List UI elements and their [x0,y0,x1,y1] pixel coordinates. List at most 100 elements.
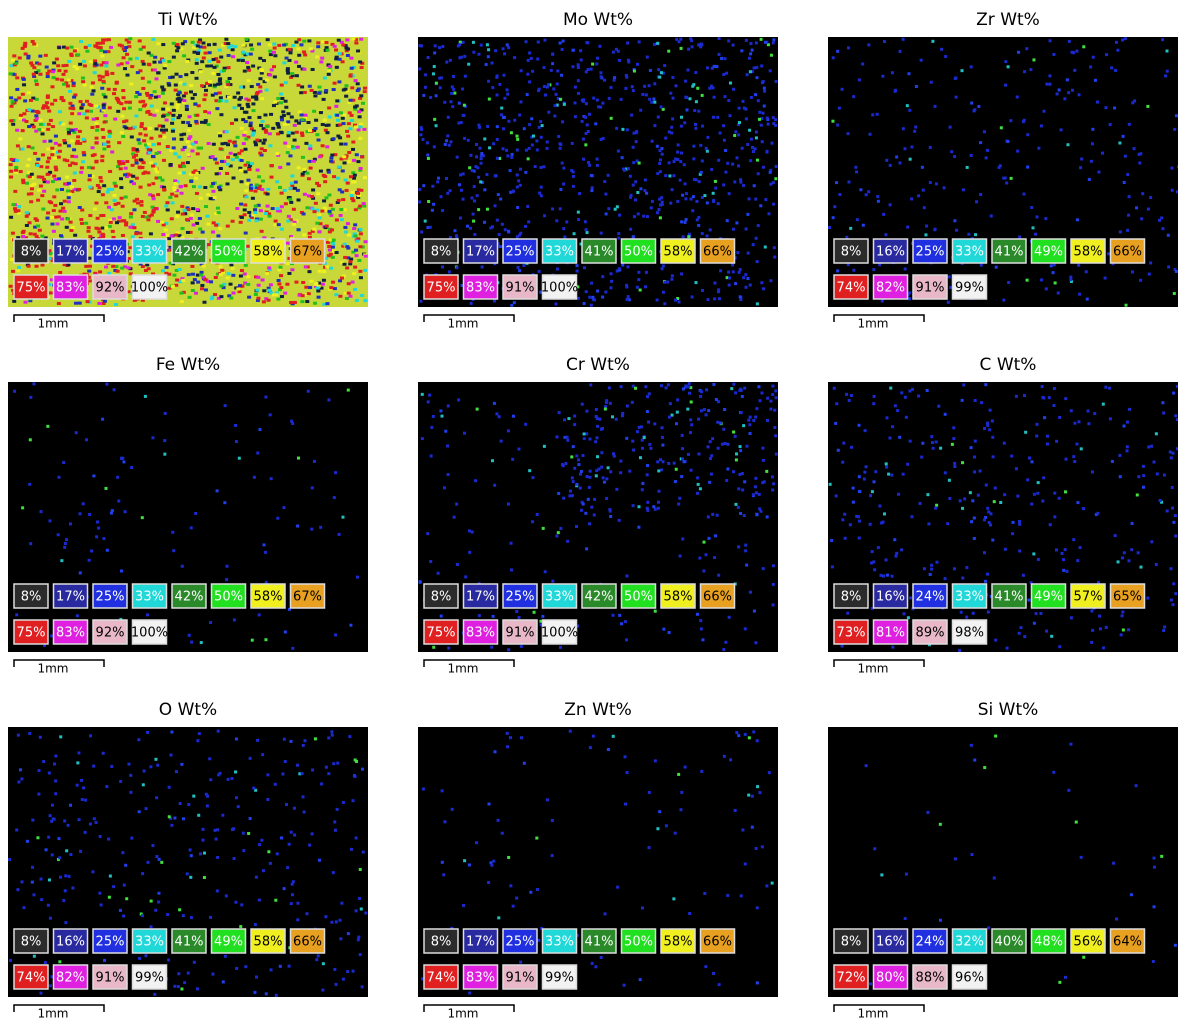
map-pixel [322,98,326,101]
map-pixel [332,137,336,140]
map-pixel [538,126,541,129]
map-pixel [1015,395,1018,398]
map-pixel [239,86,243,89]
map-pixel [737,487,740,490]
map-pixel [276,517,279,520]
map-pixel [158,176,162,179]
map-pixel [251,102,255,105]
map-pixel [1017,51,1020,54]
map-pixel [44,961,47,964]
map-pixel [446,134,449,137]
map-pixel [601,427,604,430]
map-pixel [180,300,184,303]
map-pixel [962,383,965,386]
map-pixel [229,283,233,286]
map-pixel [437,177,440,180]
map-pixel [480,157,483,160]
map-pixel [100,54,104,57]
map-pixel [351,191,355,194]
map-pixel [891,71,894,74]
map-pixel [339,919,342,922]
map-pixel [331,208,335,211]
map-pixel [1070,616,1073,619]
map-pixel [1107,252,1110,255]
map-pixel [52,209,56,212]
map-pixel [317,139,321,142]
map-pixel [310,528,313,531]
map-pixel [1118,142,1121,145]
map-pixel [101,38,105,41]
map-pixel [151,38,155,41]
map-pixel [224,100,228,103]
map-pixel [1035,434,1038,437]
map-pixel [894,90,897,93]
map-pixel [262,59,266,62]
map-pixel [234,424,237,427]
map-pixel [88,178,92,181]
map-pixel [706,298,709,301]
map-pixel [83,83,87,86]
map-pixel [52,76,56,79]
map-pixel [95,535,98,538]
map-pixel [591,186,594,189]
map-pixel [349,57,353,60]
map-pixel [75,431,78,434]
map-pixel [546,147,549,150]
map-pixel [1069,276,1072,279]
map-pixel [10,158,14,161]
map-pixel [904,267,907,270]
map-pixel [184,92,188,95]
map-pixel [1029,68,1032,71]
map-pixel [547,83,550,86]
map-pixel [580,470,583,473]
map-pixel [701,125,704,128]
map-pixel [745,286,748,289]
map-pixel [65,47,69,50]
map-pixel [891,425,894,428]
map-pixel [179,133,183,136]
map-pixel [183,209,187,212]
map-pixel [130,466,133,469]
scale-label: 1mm [37,1007,68,1021]
map-pixel [722,183,725,186]
map-pixel [995,266,998,269]
map-pixel [350,86,354,89]
map-pixel [166,208,170,211]
map-pixel [560,74,563,77]
map-pixel [940,48,943,51]
map-pixel [119,186,123,189]
map-pixel [195,222,199,225]
map-pixel [190,214,194,217]
map-pixel [656,298,659,301]
map-pixel [247,99,251,102]
map-pixel [97,75,101,78]
map-pixel [710,454,713,457]
map-pixel [734,809,737,812]
map-pixel [939,447,942,450]
map-pixel [441,415,444,418]
map-pixel [349,175,353,178]
map-pixel [163,64,167,67]
map-pixel [583,302,586,305]
map-pixel [761,140,764,143]
map-pixel [917,194,920,197]
map-pixel [477,176,480,179]
map-pixel [746,277,749,280]
map-pixel [138,39,142,42]
map-pixel [885,462,888,465]
map-pixel [1077,264,1080,267]
map-pixel [764,198,767,201]
map-pixel [721,443,724,446]
map-pixel [433,118,436,121]
map-pixel [290,182,294,185]
map-pixel [1042,476,1045,479]
map-pixel [872,402,875,405]
map-pixel [54,142,58,145]
map-pixel [439,409,442,412]
map-pixel [842,442,845,445]
map-pixel [305,912,308,915]
map-pixel [543,39,546,42]
map-pixel [583,432,586,435]
map-pixel [243,213,247,216]
map-pixel [162,188,166,191]
